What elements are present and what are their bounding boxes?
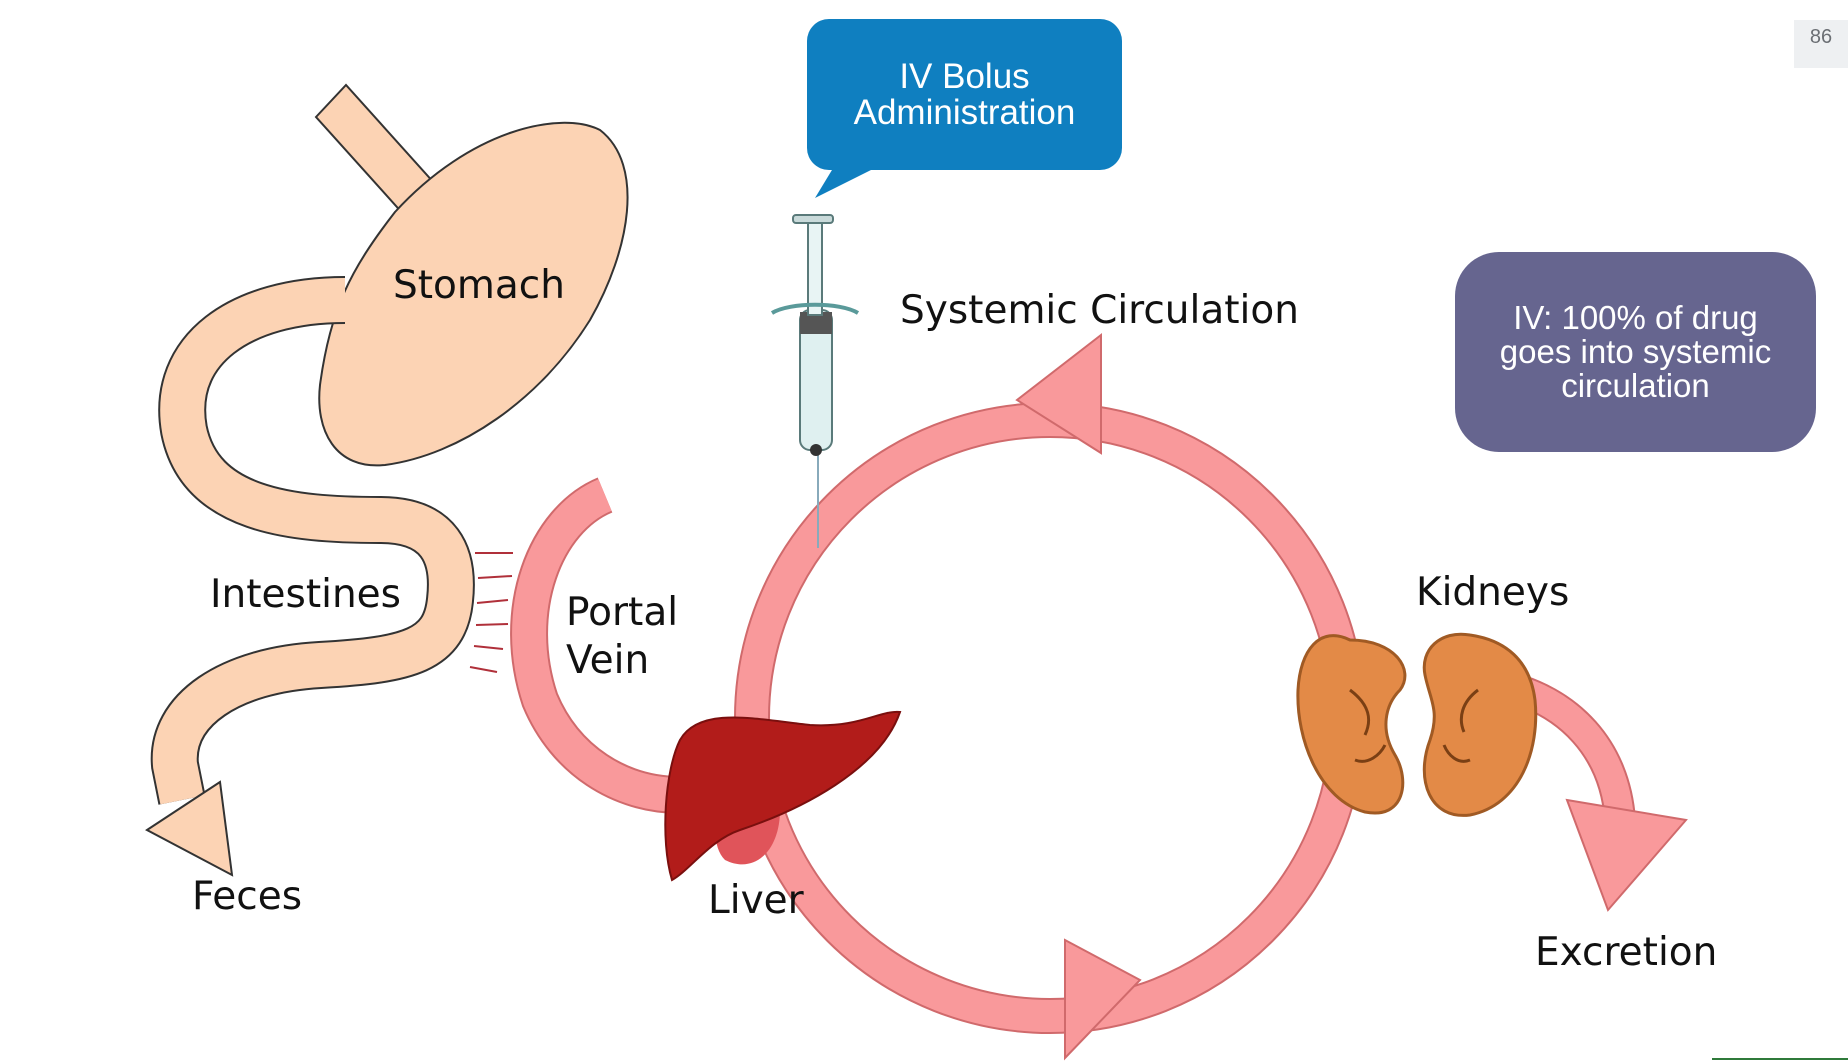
iv-bolus-callout: IV Bolus Administration: [807, 19, 1122, 170]
iv-note-line-2: goes into systemic: [1499, 333, 1772, 370]
iv-note-line-1: IV: 100% of drug: [1513, 299, 1758, 336]
stomach-label: Stomach: [393, 263, 565, 308]
portal-vein-icon: [510, 477, 681, 814]
systemic-circulation-loop: [734, 332, 1366, 1061]
arrowhead-bottom: [1064, 938, 1142, 1061]
arrowhead-top: [1015, 332, 1102, 455]
callout-tail: [815, 165, 875, 198]
intestines-label: Intestines: [210, 572, 401, 617]
kidneys-label: Kidneys: [1416, 570, 1570, 615]
iv-bolus-line-1: IV Bolus: [899, 56, 1030, 96]
liver-icon: [664, 710, 902, 882]
intestines-icon: [145, 276, 475, 877]
kidneys-icon: [1296, 632, 1538, 817]
corner-accent-line: [1712, 1058, 1848, 1060]
iv-note-callout: IV: 100% of drug goes into systemic circ…: [1455, 252, 1816, 452]
syringe-icon: [770, 214, 860, 548]
iv-note-line-3: circulation: [1561, 367, 1710, 404]
portal-label: Portal: [566, 590, 679, 635]
excretion-label: Excretion: [1535, 930, 1718, 975]
systemic-circulation-label: Systemic Circulation: [900, 288, 1299, 333]
stomach-icon: [314, 83, 629, 467]
vein-label: Vein: [566, 638, 650, 683]
page-number: 86: [1794, 20, 1848, 68]
feces-label: Feces: [192, 874, 303, 919]
absorption-lines: [469, 552, 513, 673]
liver-label: Liver: [708, 878, 804, 923]
iv-bolus-line-2: Administration: [853, 92, 1076, 132]
